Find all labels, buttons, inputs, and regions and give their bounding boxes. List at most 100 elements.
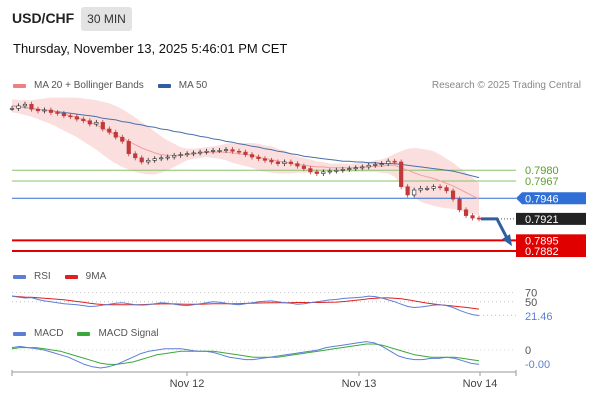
rsi-swatch: [13, 274, 26, 279]
legend-item-ma20: MA 20 + Bollinger Bands: [13, 80, 144, 91]
legend-label-9ma: 9MA: [85, 271, 107, 282]
rsi-level-label-1: 50: [525, 297, 537, 309]
candle-body: [204, 150, 209, 153]
macd-signal-swatch: [77, 331, 91, 336]
candle-body: [223, 149, 229, 151]
candle-body: [243, 151, 248, 155]
candle-body: [55, 112, 60, 114]
candle-body: [334, 169, 339, 172]
candle-body: [425, 188, 430, 190]
legend-item-macd-signal: MACD Signal: [77, 328, 158, 339]
candle-body: [366, 164, 371, 168]
level-box-4: [516, 234, 586, 247]
candle-body: [94, 122, 99, 125]
candle-body: [152, 158, 157, 161]
candle-body: [262, 158, 268, 161]
candle-body: [159, 157, 164, 160]
x-tick-label-2: Nov 14: [463, 378, 498, 390]
candle-body: [210, 150, 216, 152]
candle-body: [463, 209, 469, 216]
level-label-2: 0.7946: [525, 193, 559, 205]
ma50-swatch: [157, 83, 171, 88]
candle-body: [191, 152, 196, 155]
candle-body: [87, 120, 92, 125]
candle-body: [269, 160, 274, 163]
candle-body: [230, 149, 235, 152]
candle-body: [107, 128, 112, 133]
candle-body: [379, 163, 384, 165]
legend-label-macd: MACD: [34, 328, 64, 339]
level-box-2: [516, 192, 586, 205]
candle-body: [146, 160, 151, 163]
candle-body: [360, 166, 365, 169]
candle-body: [133, 153, 138, 159]
main-legend: MA 20 + Bollinger Bands MA 50: [13, 80, 221, 91]
timeframe-button[interactable]: 30 MIN: [81, 7, 132, 31]
candle-body: [9, 108, 15, 110]
candle-body: [457, 198, 462, 211]
candle-body: [450, 190, 456, 200]
candle-body: [327, 170, 332, 173]
legend-item-macd: MACD: [13, 328, 63, 339]
candle-body: [198, 151, 203, 154]
candle-body: [392, 160, 397, 163]
candle-body: [405, 186, 410, 196]
candle-body: [68, 115, 73, 118]
legend-label-macd-signal: MACD Signal: [98, 328, 159, 339]
candle-body: [444, 187, 449, 192]
level-label-0: 0.7980: [525, 165, 559, 177]
legend-item-9ma: 9MA: [64, 271, 107, 282]
candle-body: [412, 189, 417, 196]
candle-body: [256, 156, 261, 159]
macd-zero-label: 0: [525, 345, 531, 357]
macd-current-value: -0.00: [525, 359, 550, 371]
candle-body: [418, 188, 423, 191]
candle-body: [470, 215, 475, 219]
candle-body: [386, 160, 391, 164]
symbol-title: USD/CHF: [12, 10, 75, 26]
research-credit: Research © 2025 Trading Central: [431, 80, 581, 91]
candle-body: [295, 163, 300, 167]
rsi-level-label-0: 70: [525, 287, 537, 299]
candle-body: [282, 161, 287, 164]
x-tick-label-0: Nov 12: [170, 378, 205, 390]
candle-body: [437, 186, 443, 189]
candle-body: [353, 167, 358, 170]
level-label-4: 0.7895: [525, 235, 559, 247]
level-label-5: 0.7882: [525, 246, 559, 258]
candle-body: [100, 122, 105, 130]
candle-body: [48, 109, 54, 113]
candle-body: [61, 113, 66, 117]
candle-body: [120, 136, 125, 142]
candle-body: [288, 161, 293, 164]
candle-body: [165, 156, 170, 159]
x-tick-label-1: Nov 13: [342, 378, 377, 390]
candle-body: [42, 109, 47, 112]
candle-body: [373, 164, 378, 166]
candle-body: [431, 186, 436, 189]
rsi-current-value: 21.46: [525, 311, 553, 323]
candle-body: [399, 161, 404, 188]
ma20-swatch: [13, 83, 26, 88]
macd-legend: MACD MACD Signal: [13, 328, 172, 339]
9ma-swatch: [64, 274, 78, 279]
legend-item-rsi: RSI: [13, 271, 51, 282]
candle-body: [301, 165, 306, 169]
candle-body: [16, 105, 21, 109]
candle-body: [35, 108, 41, 112]
level-box-5: [516, 245, 586, 258]
candle-body: [476, 217, 482, 220]
candle-body: [185, 153, 190, 156]
candle-body: [81, 118, 86, 122]
rsi-legend: RSI 9MA: [13, 271, 120, 282]
legend-label-ma20: MA 20 + Bollinger Bands: [34, 80, 144, 91]
legend-label-rsi: RSI: [34, 271, 51, 282]
candle-body: [172, 155, 177, 158]
forecast-arrow: [481, 217, 510, 241]
candle-body: [126, 141, 131, 155]
candle-body: [347, 168, 352, 170]
legend-label-ma50: MA 50: [178, 80, 208, 91]
rsi-line: [11, 295, 480, 316]
candle-body: [308, 168, 313, 173]
